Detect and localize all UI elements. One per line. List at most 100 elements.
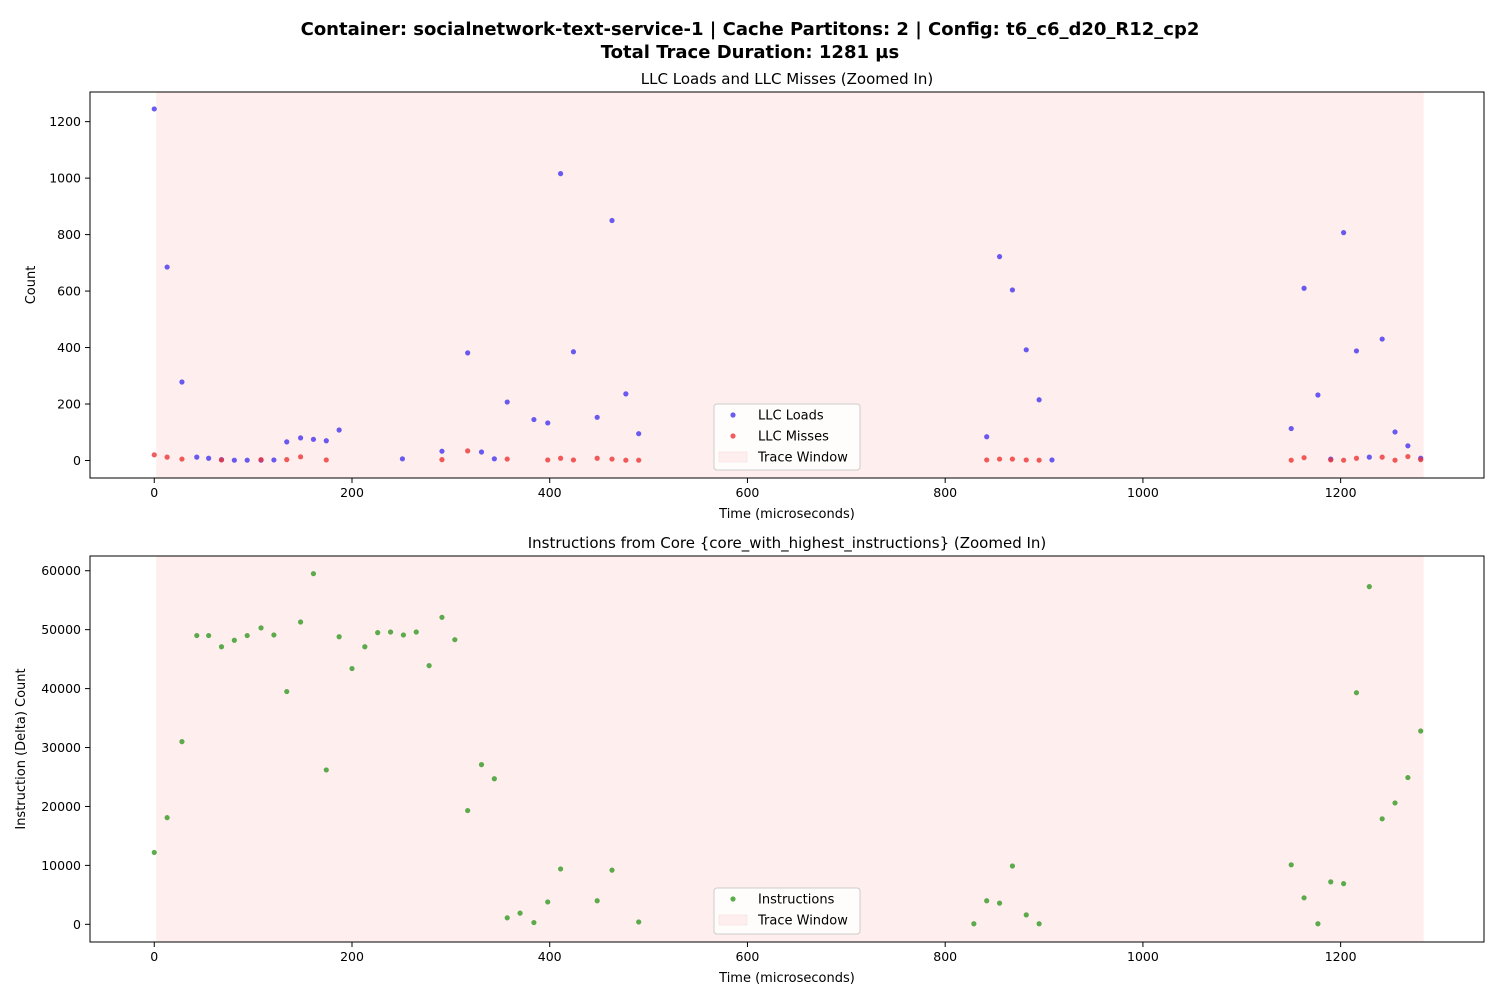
instructions-point (996, 900, 1003, 906)
llc-misses-point (984, 457, 990, 463)
llc-ytick-label: 1000 (49, 171, 81, 186)
llc-xtick-label: 600 (736, 485, 760, 500)
figure-title-line1: Container: socialnetwork-text-service-1 … (301, 19, 1200, 40)
llc-axes-frame (89, 91, 1485, 479)
llc-loads-point (1392, 429, 1398, 435)
llc-loads-point (179, 379, 185, 385)
instructions-xtick-label: 200 (340, 949, 364, 964)
instructions-point (557, 866, 564, 872)
llc-misses-point (504, 456, 510, 462)
instructions-point (218, 644, 225, 650)
llc-loads-point (1023, 347, 1029, 353)
llc-loads-point (1379, 336, 1385, 342)
llc-loads-point (545, 420, 551, 426)
llc-xtick-label: 400 (538, 485, 562, 500)
llc-misses-point (623, 457, 629, 463)
llc-loads-point (609, 217, 615, 224)
instructions-legend: Instructions Trace Window (713, 887, 861, 935)
instructions-point (1023, 912, 1029, 918)
llc-loads-point (531, 416, 537, 423)
llc-misses-point (1328, 457, 1334, 463)
llc-misses-point (1301, 455, 1307, 461)
instructions-point (297, 619, 304, 625)
llc-loads-point (1341, 230, 1347, 236)
instructions-point (362, 644, 368, 650)
llc-ytick-label: 400 (57, 340, 81, 355)
instructions-point (375, 630, 381, 636)
llc-loads-point (1009, 287, 1016, 293)
instructions-ytick-label: 60000 (41, 563, 81, 578)
instructions-point (1418, 728, 1424, 734)
llc-ytick-label: 800 (57, 227, 81, 242)
llc-loads-point (491, 456, 497, 462)
instructions-point (1315, 921, 1321, 927)
instructions-point (206, 632, 212, 639)
llc-loads-point (399, 456, 406, 462)
llc-loads-point (439, 448, 445, 454)
instructions-point (349, 665, 355, 672)
instructions-point (194, 632, 200, 639)
llc-legend-marker (730, 433, 736, 439)
llc-misses-point (1418, 457, 1424, 463)
llc-loads-point (297, 435, 304, 441)
instructions-point (465, 807, 471, 814)
llc-loads-point (636, 431, 642, 437)
llc-loads-point (984, 434, 990, 440)
instructions-series-instructions (151, 571, 1424, 927)
instructions-point (636, 919, 642, 925)
instructions-point (452, 637, 458, 643)
llc-loads-point (570, 349, 577, 355)
instructions-point (1353, 690, 1360, 696)
instructions-ytick-label: 50000 (41, 622, 81, 637)
instructions-xtick-label: 1000 (1127, 949, 1159, 964)
instructions-point (478, 762, 485, 768)
instructions-xtick-label: 400 (538, 949, 562, 964)
llc-ytick-label: 1200 (49, 114, 81, 129)
llc-loads-point (557, 171, 564, 177)
llc-misses-point (1353, 455, 1360, 461)
instructions-ytick-label: 0 (73, 917, 81, 932)
llc-legend-label: LLC Loads (758, 409, 824, 424)
instructions-point (231, 637, 237, 643)
instructions-point (609, 867, 615, 873)
llc-chart-ylabel: Count (24, 266, 39, 305)
llc-xtick-label: 0 (150, 485, 158, 500)
llc-legend: LLC Loads LLC Misses Trace Window (713, 403, 861, 471)
llc-loads-point (1405, 443, 1411, 449)
llc-series-llc-misses (151, 448, 1424, 463)
instructions-chart-ylabel: Instruction (Delta) Count (14, 668, 29, 829)
instructions-point (1405, 774, 1411, 781)
llc-misses-point (996, 456, 1003, 462)
llc-loads-point (310, 436, 317, 442)
instructions-point (426, 663, 432, 669)
instructions-point (984, 898, 990, 904)
instructions-point (504, 915, 510, 921)
instructions-point (1288, 862, 1294, 868)
llc-misses-point (465, 448, 471, 454)
instructions-point (971, 921, 977, 927)
llc-ytick-label: 0 (73, 453, 81, 468)
llc-loads-point (1049, 457, 1055, 463)
instructions-point (284, 688, 290, 695)
llc-legend-trace-window-label: Trace Window (757, 451, 848, 466)
llc-misses-point (297, 454, 304, 460)
instructions-point (413, 629, 419, 635)
llc-loads-point (1366, 454, 1372, 460)
instructions-point (323, 767, 329, 773)
llc-ytick-label: 600 (57, 284, 81, 299)
llc-legend-box (713, 403, 861, 471)
instructions-point (387, 629, 394, 635)
instructions-point (1366, 584, 1372, 590)
instructions-point (271, 632, 277, 638)
llc-misses-point (557, 455, 564, 461)
llc-loads-point (1315, 392, 1321, 398)
instructions-point (439, 614, 445, 620)
figure-title-line2: Total Trace Duration: 1281 µs (601, 42, 899, 63)
llc-misses-point (1379, 454, 1385, 460)
llc-loads-point (244, 457, 250, 463)
instructions-ytick-label: 20000 (41, 799, 81, 814)
instructions-point (310, 571, 317, 577)
llc-ytick-label: 200 (57, 397, 81, 412)
instructions-chart-title: Instructions from Core {core_with_highes… (528, 534, 1047, 553)
